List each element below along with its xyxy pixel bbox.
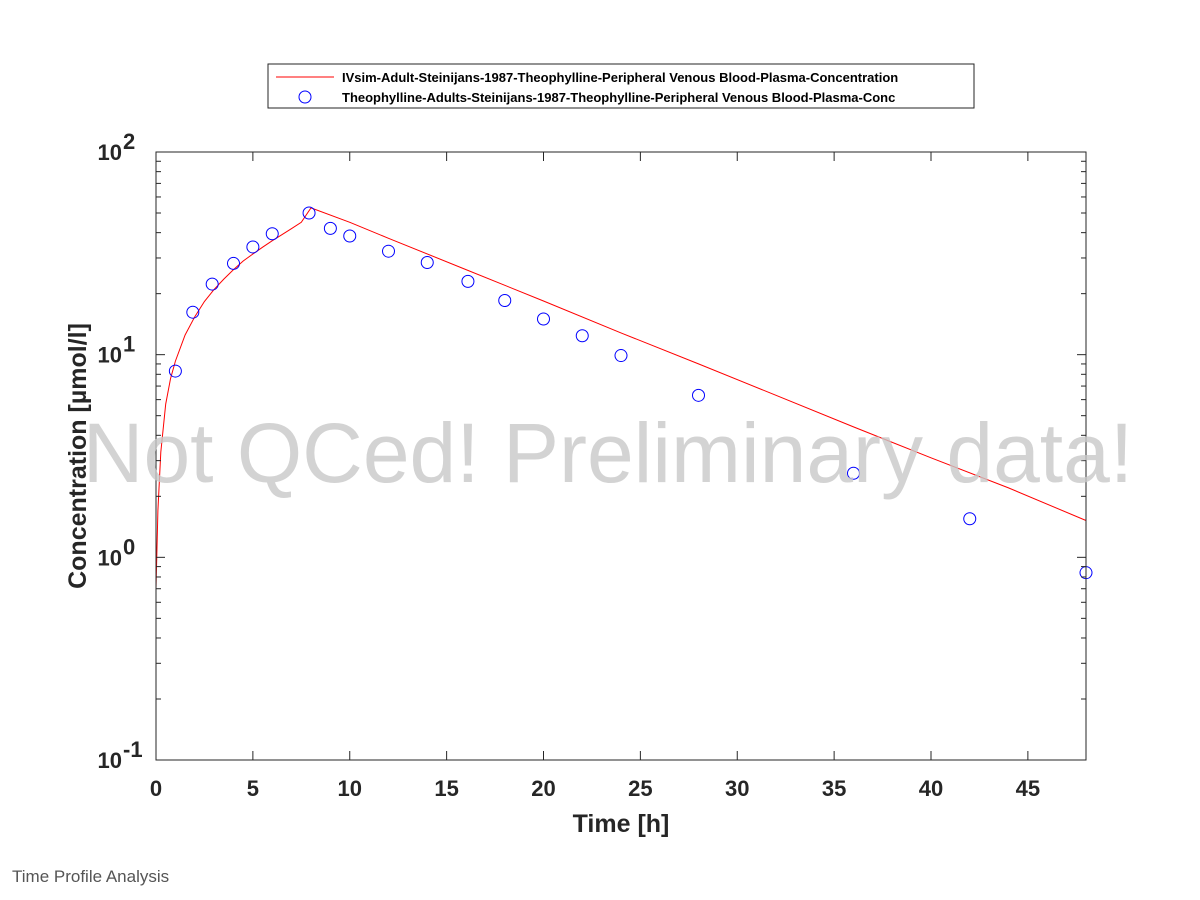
x-tick-label: 25 [628,776,652,801]
x-axis: 0 5 10 15 20 25 30 35 40 45 [150,152,1040,801]
series-line-simulation [155,207,1087,589]
data-point-observed [323,221,337,235]
x-tick-label: 5 [247,776,259,801]
data-point-observed [537,312,550,326]
y-tick-exponent: 1 [123,332,135,357]
x-tick-label: 10 [338,776,362,801]
legend: IVsim-Adult-Steinijans-1987-Theophylline… [267,63,975,109]
data-point-observed [692,388,705,402]
series-layer [155,206,1093,589]
data-point-observed [420,255,434,269]
plot-area [156,152,1086,760]
data-point-observed [963,512,977,526]
y-tick-exponent: 0 [123,534,135,559]
legend-marker-swatch [298,90,312,104]
x-tick-label: 15 [434,776,458,801]
watermark: Not QCed! Preliminary data! [83,406,1133,500]
legend-label-observed: Theophylline-Adults-Steinijans-1987-Theo… [342,90,895,105]
legend-box [267,63,975,109]
y-axis-label: Concentration [µmol/l] [64,323,92,589]
data-point-observed [205,277,219,291]
data-point-observed [575,329,589,343]
data-point-observed [302,206,316,220]
data-point-observed [461,274,475,288]
data-point-observed [246,240,260,254]
data-point-observed [168,364,182,378]
data-point-observed [227,256,240,270]
x-tick-label: 40 [919,776,943,801]
data-point-observed [847,466,860,480]
plot-frame [155,151,1087,761]
x-tick-label: 0 [150,776,162,801]
x-tick-label: 20 [531,776,555,801]
x-axis-label: Time [h] [573,810,670,838]
legend-label-simulation: IVsim-Adult-Steinijans-1987-Theophylline… [342,70,898,85]
y-tick-exponent: 2 [123,129,135,154]
y-tick-label: 10 [98,140,122,165]
data-point-observed [343,229,357,243]
x-tick-label: 45 [1016,776,1040,801]
data-point-observed [614,349,628,363]
data-point-observed [265,227,279,241]
data-point-observed [382,244,395,258]
y-tick-label: 10 [98,748,122,773]
footer-text: Time Profile Analysis [12,867,170,886]
data-point-observed [498,294,512,308]
y-tick-label: 10 [98,545,122,570]
x-tick-label: 35 [822,776,846,801]
data-point-observed [186,305,200,319]
y-tick-exponent: -1 [123,737,143,762]
y-tick-label: 10 [98,343,122,368]
x-tick-label: 30 [725,776,749,801]
